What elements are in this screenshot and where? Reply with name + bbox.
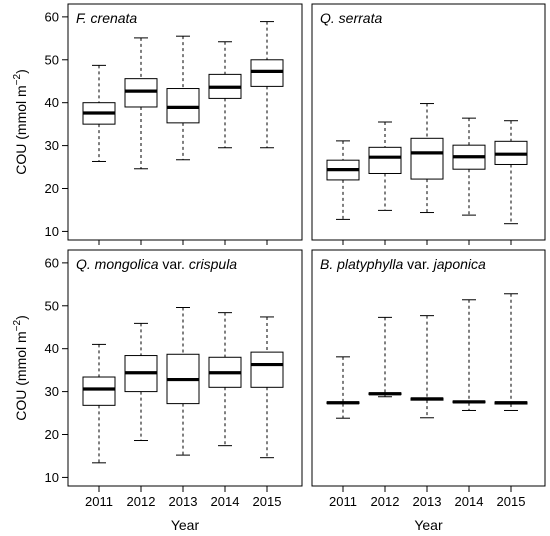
iqr-box [410, 137, 444, 180]
y-tick-label: 20 [45, 181, 59, 196]
iqr-box [166, 88, 200, 124]
panel-title: Q. mongolica var. crispula [76, 256, 237, 272]
panel-2: Q. serrata [311, 3, 546, 245]
panel-frame [311, 249, 546, 487]
x-tick-label: 2012 [371, 494, 400, 509]
box-2014 [452, 299, 486, 411]
box-2014 [208, 41, 242, 149]
panel-frame [67, 3, 303, 241]
box-2013 [410, 103, 444, 214]
panel-title: B. platyphylla var. japonica [320, 256, 486, 272]
box-2012 [124, 37, 158, 170]
x-tick-label: 2012 [127, 494, 156, 509]
box-2011 [326, 140, 360, 220]
box-2015 [250, 21, 284, 149]
x-axis-title: Year [414, 517, 443, 533]
iqr-box [82, 376, 116, 406]
y-tick-label: 10 [45, 470, 59, 485]
box-2012 [368, 121, 402, 211]
box-2013 [166, 306, 200, 456]
panel-frame [311, 3, 546, 241]
panel-4: B. platyphylla var. japonica 2011 2012 2013… [311, 249, 546, 533]
iqr-box [124, 78, 158, 108]
iqr-box [368, 146, 402, 174]
y-tick-label: 40 [45, 341, 59, 356]
y-tick-label: 20 [45, 427, 59, 442]
x-tick-label: 2011 [329, 494, 357, 509]
y-tick-label: 30 [45, 138, 59, 153]
y-tick-label: 30 [45, 384, 59, 399]
box-2011 [326, 356, 360, 419]
x-tick-label: 2015 [253, 494, 282, 509]
y-axis-title: COU (mmol m−2) [12, 69, 29, 175]
panel-1: F. crenata 10 20 30 40 50 60 COU (mmol m−2) [12, 3, 303, 245]
x-tick-label: 2014 [455, 494, 484, 509]
panel-3: Q. mongolica var. crispula 10 20 30 40 50 60 CO… [12, 249, 303, 533]
box-2015 [494, 293, 528, 411]
box-2015 [250, 316, 284, 459]
box-2013 [166, 35, 200, 161]
box-2012 [124, 322, 158, 442]
panel-title: F. crenata [76, 10, 137, 26]
panel-frame [67, 249, 303, 487]
box-2014 [452, 117, 486, 216]
panel-title: Q. serrata [320, 10, 382, 26]
iqr-box [250, 351, 284, 388]
box-2015 [494, 120, 528, 225]
y-tick-label: 60 [45, 255, 59, 270]
x-tick-label: 2011 [85, 494, 113, 509]
box-2011 [82, 343, 116, 464]
x-axis-title: Year [171, 517, 200, 533]
y-tick-label: 40 [45, 95, 59, 110]
iqr-box [250, 59, 284, 87]
x-tick-label: 2014 [211, 494, 240, 509]
box-2013 [410, 315, 444, 419]
box-2014 [208, 312, 242, 447]
x-tick-label: 2013 [413, 494, 442, 509]
x-tick-label: 2013 [169, 494, 198, 509]
box-2011 [82, 64, 116, 162]
x-tick-label: 2015 [497, 494, 526, 509]
y-tick-label: 50 [45, 298, 59, 313]
y-tick-label: 60 [45, 9, 59, 24]
box-2012 [368, 316, 402, 398]
y-axis-title: COU (mmol m−2) [12, 315, 29, 421]
y-tick-label: 50 [45, 52, 59, 67]
y-tick-label: 10 [45, 224, 59, 239]
